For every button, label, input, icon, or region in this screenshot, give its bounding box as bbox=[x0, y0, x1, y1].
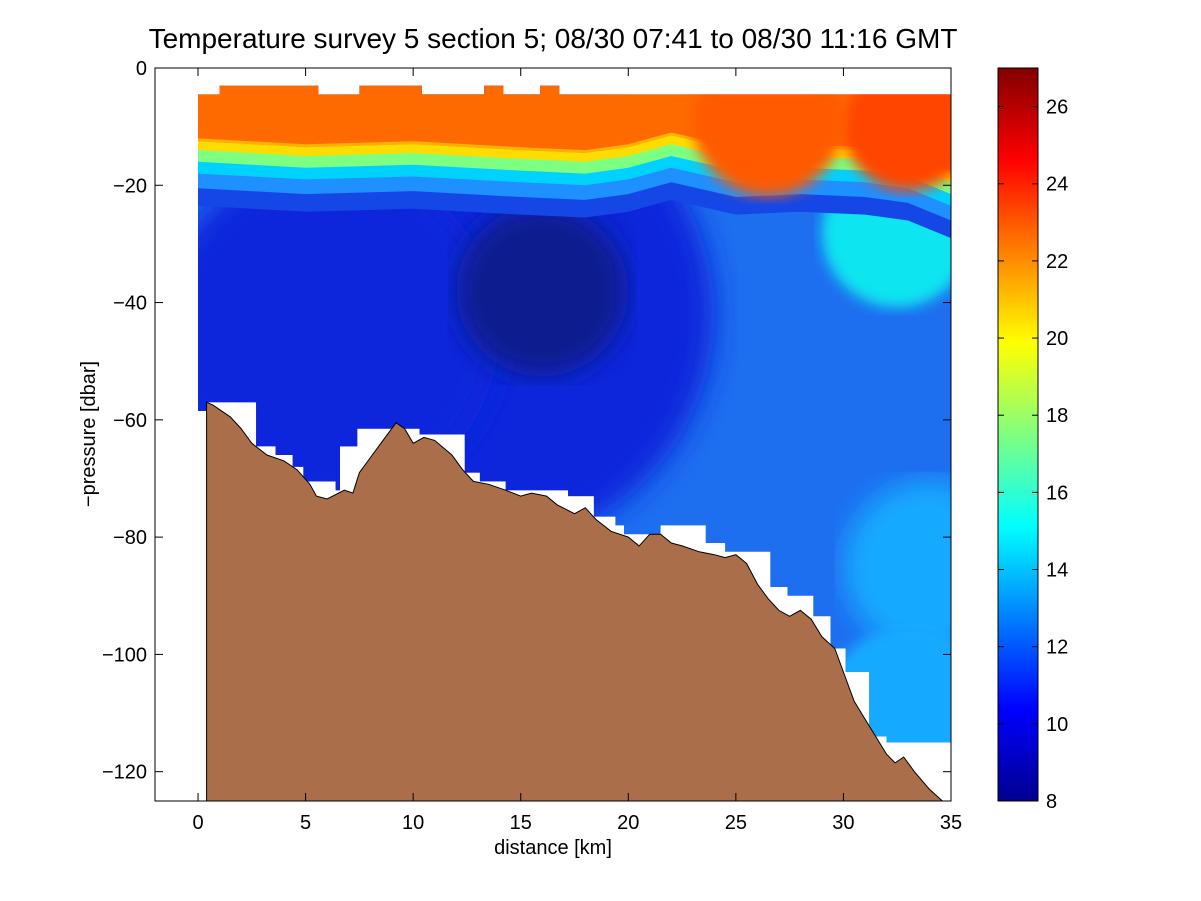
x-tick-label: 30 bbox=[832, 812, 854, 834]
x-tick-label: 35 bbox=[940, 812, 962, 834]
band-orange bbox=[198, 132, 951, 174]
y-axis-label: −pressure [dbar] bbox=[78, 361, 100, 507]
x-tick-label: 25 bbox=[725, 812, 747, 834]
x-tick-label: 0 bbox=[192, 812, 203, 834]
y-tick-label: −80 bbox=[113, 527, 147, 549]
colorbar-tick-label: 22 bbox=[1046, 251, 1068, 273]
colorbar-tick-label: 18 bbox=[1046, 405, 1068, 427]
colorbar-tick-label: 26 bbox=[1046, 97, 1068, 119]
chart-title: Temperature survey 5 section 5; 08/30 07… bbox=[149, 23, 958, 54]
colorbar: 8 10 12 14 16 18 20 22 24 26 bbox=[997, 67, 1068, 813]
colorbar-ticks: 8 10 12 14 16 18 20 22 24 26 bbox=[998, 97, 1068, 813]
y-tick-label: −20 bbox=[113, 175, 147, 197]
colorbar-tick-label: 24 bbox=[1046, 174, 1068, 196]
hot-spot bbox=[843, 85, 951, 192]
y-tick-label: −60 bbox=[113, 410, 147, 432]
colorbar-tick-label: 12 bbox=[1046, 637, 1068, 659]
temperature-field bbox=[198, 85, 951, 743]
x-tick-label: 20 bbox=[617, 812, 639, 834]
plot-frame bbox=[154, 67, 952, 802]
y-tick-label: −120 bbox=[102, 762, 147, 784]
coldest-core bbox=[456, 204, 629, 377]
x-tick-label: 5 bbox=[300, 812, 311, 834]
seabed-bathymetry bbox=[206, 401, 944, 801]
colorbar-tick-label: 14 bbox=[1046, 560, 1068, 582]
colorbar-tick-label: 16 bbox=[1046, 482, 1068, 504]
x-tick-label: 15 bbox=[510, 812, 532, 834]
y-tick-label: −40 bbox=[113, 293, 147, 315]
y-tick-label: −100 bbox=[102, 644, 147, 666]
hot-spot-2 bbox=[692, 85, 844, 197]
colorbar-tick-label: 8 bbox=[1046, 791, 1057, 813]
colorbar-tick-label: 10 bbox=[1046, 714, 1068, 736]
x-axis-ticks: 0 5 10 15 20 25 30 35 bbox=[192, 68, 962, 834]
plot-area bbox=[198, 85, 951, 801]
colorbar-scale bbox=[997, 67, 1039, 802]
x-axis-label: distance [km] bbox=[494, 837, 612, 859]
band-yellow bbox=[198, 135, 951, 183]
colorbar-tick-label: 20 bbox=[1046, 328, 1068, 350]
y-axis-ticks: 0 −20 −40 −60 −80 −100 −120 bbox=[102, 58, 951, 784]
shelf-water bbox=[843, 480, 951, 653]
x-tick-label: 10 bbox=[402, 812, 424, 834]
y-tick-label: 0 bbox=[136, 58, 147, 80]
